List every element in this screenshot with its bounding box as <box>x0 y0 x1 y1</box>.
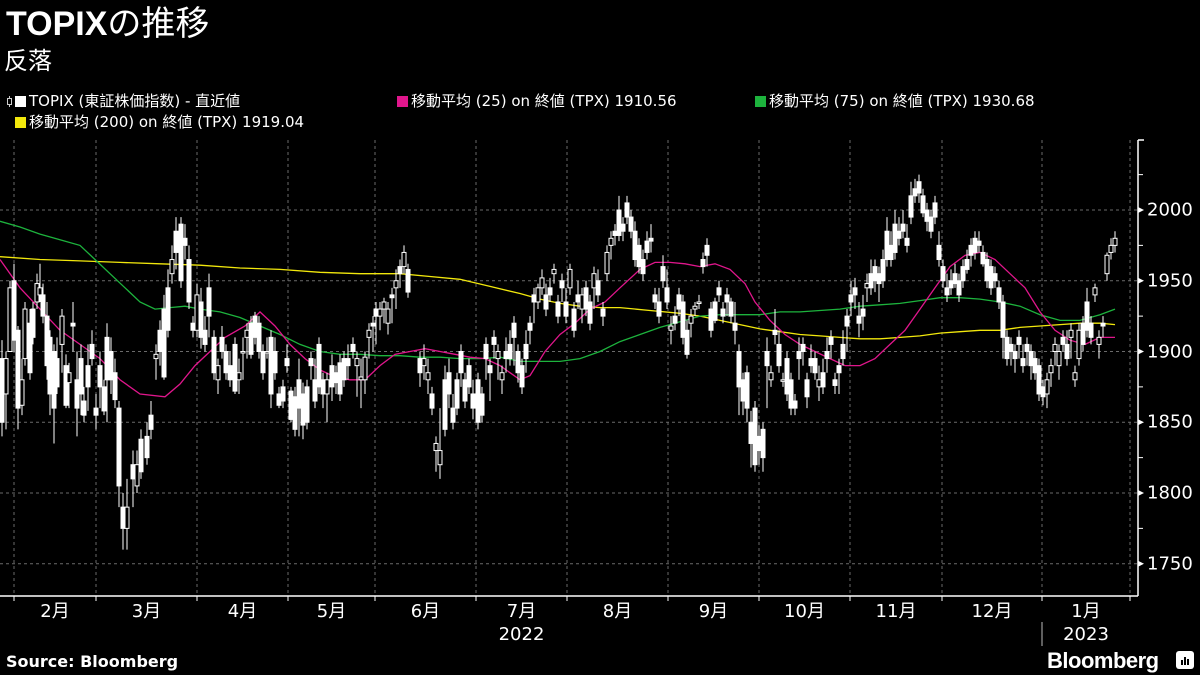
x-tick-label: 12月 <box>971 601 1013 622</box>
legend-item-ma200: 移動平均 (200) on 終値 (TPX) 1919.04 <box>15 112 304 132</box>
x-tick-label: 5月 <box>316 601 347 622</box>
legend-label: 移動平均 (75) on 終値 (TPX) 1930.68 <box>769 92 1035 110</box>
year-label: 2023 <box>1063 624 1109 645</box>
x-tick-label: 10月 <box>784 601 825 622</box>
bloomberg-chart-icon <box>1176 651 1194 669</box>
axes <box>0 139 1144 646</box>
y-tick-label: 2000 <box>1147 199 1193 221</box>
y-tick-label: 1950 <box>1147 270 1193 292</box>
legend-swatch-magenta <box>397 95 408 107</box>
chart-subtitle: 反落 <box>4 47 52 75</box>
candles <box>0 174 1118 550</box>
legend-label: 移動平均 (200) on 終値 (TPX) 1919.04 <box>29 113 305 131</box>
chart-title-jp: の推移 <box>107 4 210 44</box>
x-tick-label: 3月 <box>131 601 162 622</box>
y-tick-label: 1900 <box>1147 341 1193 362</box>
chart-title: TOPIXの推移 <box>6 4 209 44</box>
y-tick-label: 1850 <box>1147 411 1193 433</box>
chart-title-latin: TOPIX <box>6 5 108 43</box>
legend-item-topix: TOPIX (東証株価指数) - 直近値 <box>6 91 240 111</box>
x-tick-label: 1月 <box>1071 601 1101 622</box>
x-tick-label: 11月 <box>875 601 917 622</box>
legend-item-ma25: 移動平均 (25) on 終値 (TPX) 1910.56 <box>397 91 677 111</box>
legend-swatch-white <box>15 95 26 107</box>
x-tick-label: 7月 <box>506 601 537 622</box>
x-tick-label: 2月 <box>40 601 70 622</box>
bloomberg-logo: Bloomberg <box>1047 648 1159 673</box>
legend-label: 移動平均 (25) on 終値 (TPX) 1910.56 <box>411 92 677 110</box>
legend-swatch-green <box>755 95 766 107</box>
x-tick-label: 9月 <box>698 601 729 622</box>
y-tick-label: 1800 <box>1147 482 1193 504</box>
gridlines <box>0 140 1138 596</box>
legend-swatch-yellow <box>15 116 26 128</box>
candlestick-icon <box>6 95 13 107</box>
x-tick-label: 6月 <box>410 601 441 622</box>
year-label: 2022 <box>498 624 545 645</box>
y-tick-label: 1750 <box>1147 553 1193 575</box>
source-note: Source: Bloomberg <box>6 652 179 671</box>
legend-item-ma75: 移動平均 (75) on 終値 (TPX) 1930.68 <box>755 91 1035 111</box>
x-tick-label: 4月 <box>227 601 258 622</box>
x-tick-label: 8月 <box>602 601 633 622</box>
legend-label: TOPIX (東証株価指数) - 直近値 <box>29 92 241 110</box>
